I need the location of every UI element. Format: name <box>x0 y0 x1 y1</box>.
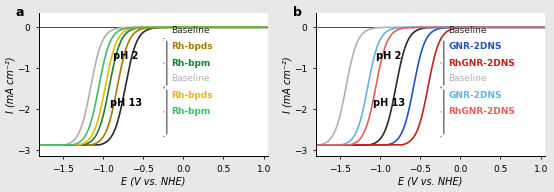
Text: a: a <box>16 6 24 19</box>
Text: Baseline: Baseline <box>171 74 210 83</box>
Text: pH 2: pH 2 <box>376 51 402 61</box>
Text: Rh-bpds: Rh-bpds <box>171 42 213 51</box>
Text: Baseline: Baseline <box>448 26 487 35</box>
Text: Rh-bpm: Rh-bpm <box>171 59 211 68</box>
Text: Rh-bpm: Rh-bpm <box>171 107 211 116</box>
Text: RhGNR-2DNS: RhGNR-2DNS <box>448 107 515 116</box>
Text: b: b <box>293 6 301 19</box>
Text: Baseline: Baseline <box>171 26 210 35</box>
Text: Baseline: Baseline <box>448 74 487 83</box>
Y-axis label: I (mA cm⁻²): I (mA cm⁻²) <box>283 56 293 113</box>
Text: Rh-bpds: Rh-bpds <box>171 91 213 100</box>
Text: pH 13: pH 13 <box>110 98 142 108</box>
X-axis label: E (V vs. NHE): E (V vs. NHE) <box>121 176 185 186</box>
Text: pH 2: pH 2 <box>113 51 138 61</box>
Text: GNR-2DNS: GNR-2DNS <box>448 91 502 100</box>
Y-axis label: I (mA cm⁻²): I (mA cm⁻²) <box>6 56 16 113</box>
Text: GNR-2DNS: GNR-2DNS <box>448 42 502 51</box>
Text: pH 13: pH 13 <box>373 98 405 108</box>
Text: RhGNR-2DNS: RhGNR-2DNS <box>448 59 515 68</box>
X-axis label: E (V vs. NHE): E (V vs. NHE) <box>398 176 462 186</box>
